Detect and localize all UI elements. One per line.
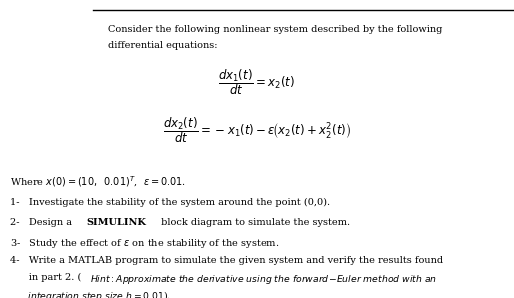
Text: differential equations:: differential equations: <box>108 41 217 50</box>
Text: Where $x(0) = (10,\;\; 0.01)^T$,  $\varepsilon = 0.01$.: Where $x(0) = (10,\;\; 0.01)^T$, $\varep… <box>10 174 187 189</box>
Text: $\dfrac{dx_1(t)}{dt} = x_2(t)$: $\dfrac{dx_1(t)}{dt} = x_2(t)$ <box>218 67 296 97</box>
Text: $\it{Hint: Approximate\ the\ derivative\ using\ the\ forward\!-\!Euler\ method\ : $\it{Hint: Approximate\ the\ derivative\… <box>90 273 437 286</box>
Text: $\it{integration\ step\ size\ }$$h = 0.01$).: $\it{integration\ step\ size\ }$$h = 0.0… <box>10 289 171 298</box>
Text: SIMULINK: SIMULINK <box>86 218 146 227</box>
Text: 2-   Design a: 2- Design a <box>10 218 76 227</box>
Text: 4-   Write a MATLAB program to simulate the given system and verify the results : 4- Write a MATLAB program to simulate th… <box>10 256 444 265</box>
Text: $\dfrac{dx_2(t)}{dt} = -x_1(t) - \varepsilon\!\left(x_2(t) + x_2^2(t)\right)$: $\dfrac{dx_2(t)}{dt} = -x_1(t) - \vareps… <box>163 115 351 145</box>
Text: Consider the following nonlinear system described by the following: Consider the following nonlinear system … <box>108 25 443 34</box>
Text: 3-   Study the effect of $\varepsilon$ on the stability of the system.: 3- Study the effect of $\varepsilon$ on … <box>10 237 280 250</box>
Text: in part 2. (: in part 2. ( <box>10 273 82 283</box>
Text: 1-   Investigate the stability of the system around the point (0,0).: 1- Investigate the stability of the syst… <box>10 198 331 207</box>
Text: block diagram to simulate the system.: block diagram to simulate the system. <box>158 218 351 227</box>
